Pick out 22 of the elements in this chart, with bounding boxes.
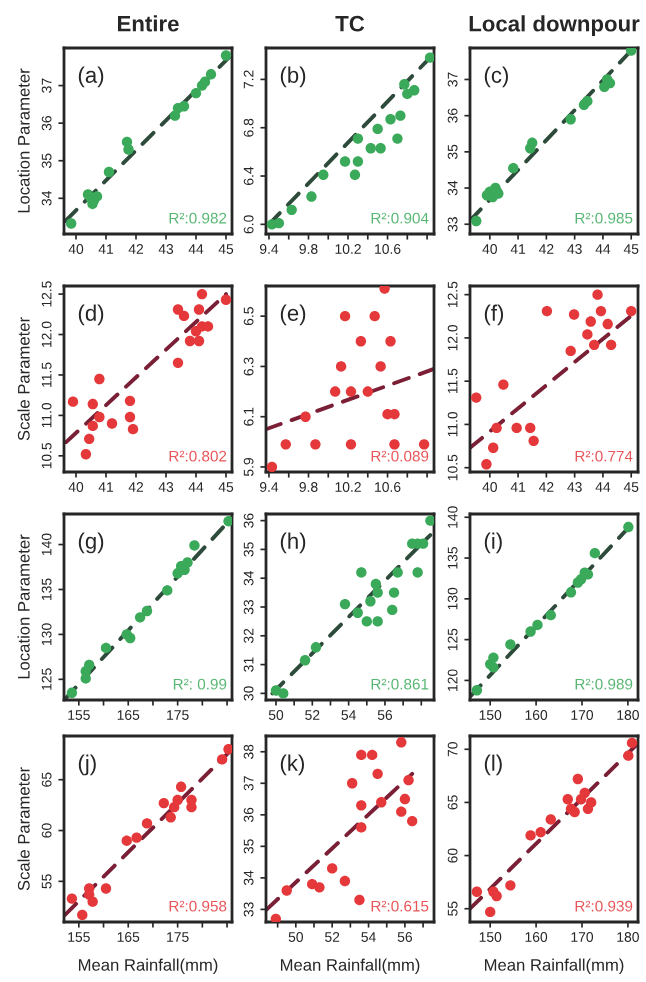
y-axis-title: Location Parameter xyxy=(17,534,30,679)
chart-title: Entire xyxy=(118,15,179,32)
annotation: (i) xyxy=(484,532,502,554)
chart-title: TC xyxy=(335,15,365,32)
annotation: (g) xyxy=(78,532,104,554)
annotation: (k) xyxy=(280,754,304,776)
y-axis-title: Scale Parameter xyxy=(17,767,30,891)
chart-title: Local downpour xyxy=(469,15,640,36)
y-axis-title: Location Parameter xyxy=(17,68,30,213)
x-axis-title: Mean Rainfall(mm) xyxy=(78,958,218,975)
x-axis-title: Mean Rainfall(mm) xyxy=(280,958,420,975)
annotation: (d) xyxy=(78,304,104,326)
annotation: (b) xyxy=(280,66,306,88)
annotation: (j) xyxy=(78,754,96,776)
annotation: (e) xyxy=(280,304,306,326)
annotation: (a) xyxy=(78,66,104,88)
annotation: (f) xyxy=(484,304,504,326)
annotation: (l) xyxy=(484,754,502,776)
annotation: (c) xyxy=(484,66,508,88)
annotation: (h) xyxy=(280,532,306,554)
x-axis-title: Mean Rainfall(mm) xyxy=(484,958,624,975)
y-axis-title: Scale Parameter xyxy=(17,317,30,441)
